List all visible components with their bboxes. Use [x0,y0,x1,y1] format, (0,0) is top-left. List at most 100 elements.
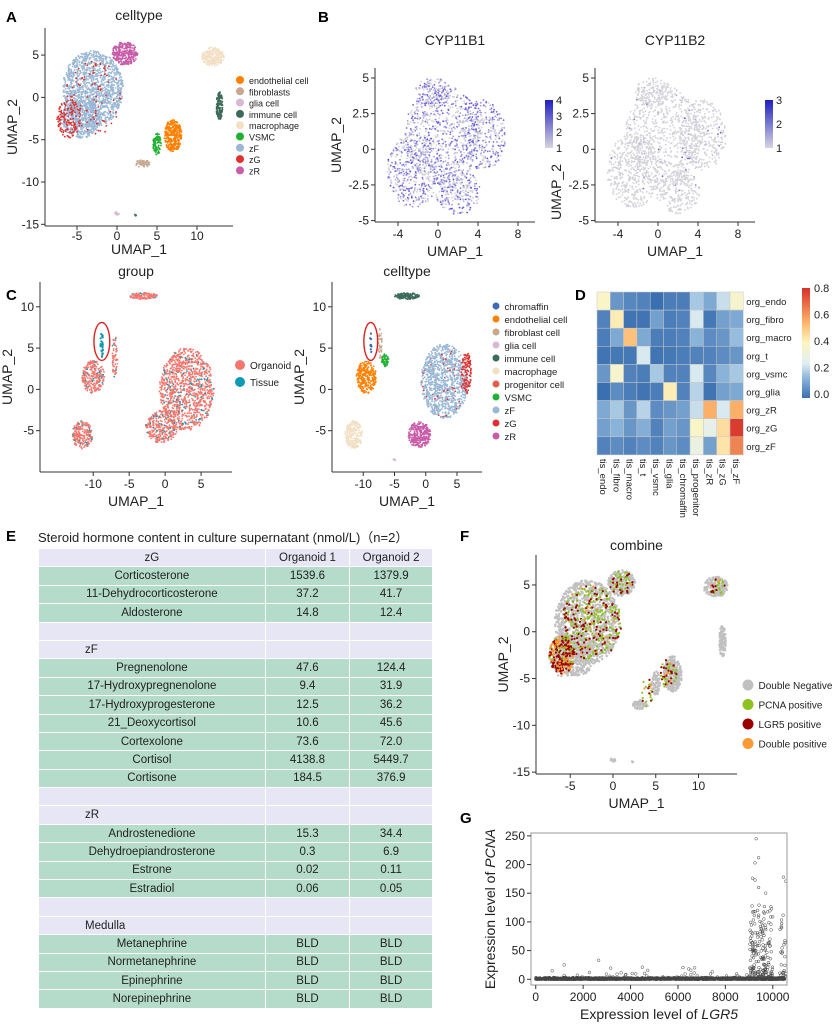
data-point [422,178,424,181]
data-point [67,115,70,118]
data-point [454,104,457,107]
data-point [117,100,119,103]
data-point [465,156,468,159]
data-point [81,77,83,80]
data-point [69,129,72,132]
data-point [424,197,426,200]
data-point [436,182,439,185]
data-point [89,70,92,73]
data-point [403,177,406,180]
data-point [87,116,90,119]
data-point [77,103,80,106]
data-point [420,171,423,173]
data-point [179,134,182,137]
data-point [77,100,80,102]
data-point [456,107,459,110]
data-point [69,63,71,66]
data-point [64,130,67,133]
data-point [424,153,427,156]
data-point [103,93,106,95]
legend-swatch [236,132,244,141]
data-point [107,86,110,89]
data-point [387,168,390,171]
data-point [432,191,435,194]
data-point [81,130,83,133]
data-point [443,104,446,107]
data-point [139,163,142,166]
data-point [490,135,492,137]
data-point [100,92,102,94]
data-point [438,117,440,119]
data-point [108,91,111,94]
data-point [92,111,95,114]
data-point [432,166,434,169]
data-point [459,112,462,114]
data-point [84,125,87,128]
data-point [432,181,434,184]
data-point [472,104,475,107]
data-point [81,114,84,117]
data-point [468,135,471,138]
data-point [170,127,172,130]
data-point [91,113,94,116]
data-point [419,190,422,193]
data-point [481,162,483,165]
data-point [502,119,505,122]
data-point [409,121,412,124]
data-point [112,62,115,65]
data-point [81,65,83,68]
data-point [425,145,428,148]
data-point [106,95,109,97]
data-point [71,99,74,101]
data-point [466,120,469,123]
data-point [106,81,108,83]
data-point [82,84,84,87]
data-point [395,189,398,192]
data-point [62,133,64,136]
data-point [92,65,95,68]
data-point [154,144,157,146]
data-point [92,50,95,52]
data-point [82,73,85,76]
data-point [156,148,159,151]
data-point [479,113,482,116]
data-point [104,87,107,90]
data-point [430,137,433,140]
data-point [495,116,498,119]
data-point [85,107,88,110]
data-point [125,47,128,49]
data-point [498,137,501,140]
data-point [86,96,89,98]
data-point [95,100,98,103]
data-point [458,115,461,118]
data-point [154,147,157,149]
data-point [469,173,472,176]
legend-label: zF [249,144,260,154]
data-point [218,48,221,51]
data-point [398,179,401,182]
data-point [127,57,129,60]
data-point [481,147,484,150]
data-point [87,101,89,104]
data-point [427,177,430,180]
data-point [101,62,104,65]
data-point [497,134,499,137]
data-point [484,139,487,141]
data-point [415,128,418,131]
data-point [105,122,107,125]
data-point [81,117,83,119]
data-point [164,126,167,129]
data-point [447,164,450,166]
data-point [138,165,140,168]
data-point [415,181,417,184]
data-point [111,53,114,55]
data-point [166,133,169,136]
legend-swatch [236,76,244,84]
data-point [472,141,474,144]
data-point [73,71,75,74]
data-point [80,99,83,102]
data-point [422,116,425,119]
data-point [447,108,450,111]
data-point [86,128,89,131]
data-point [62,91,65,93]
